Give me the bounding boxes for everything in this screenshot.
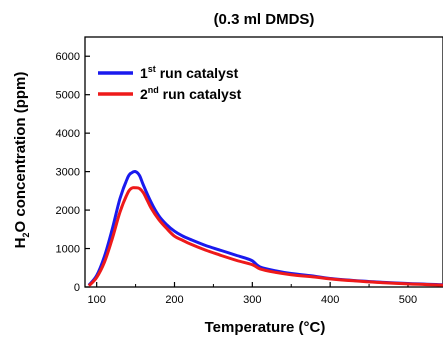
x-axis-title: Temperature (°C) <box>205 319 326 336</box>
x-tick-label: 200 <box>165 294 183 306</box>
x-axis: 100 200 300 400 500 <box>87 282 417 306</box>
y-tick-label: 6000 <box>56 51 80 63</box>
y-axis: 0 1000 2000 3000 4000 5000 6000 <box>56 51 90 294</box>
x-tick-label: 500 <box>399 294 417 306</box>
legend-label-1: 1st run catalyst <box>140 64 239 81</box>
y-tick-label: 1000 <box>56 244 80 256</box>
x-tick-label: 100 <box>87 294 105 306</box>
series-line-1 <box>87 169 443 287</box>
y-tick-label: 5000 <box>56 90 80 102</box>
y-axis-title: H2O concentration (ppm) <box>12 72 31 249</box>
y-tick-label: 4000 <box>56 128 80 140</box>
x-tick-label: 300 <box>243 294 261 306</box>
y-tick-label: 0 <box>74 282 80 294</box>
y-tick-label: 2000 <box>56 205 80 217</box>
plot-frame <box>84 36 443 288</box>
chart-title: (0.3 ml DMDS) <box>214 11 315 28</box>
series-lines <box>87 169 443 287</box>
legend: 1st run catalyst 2nd run catalyst <box>98 64 242 102</box>
x-tick-label: 400 <box>321 294 339 306</box>
legend-label-2: 2nd run catalyst <box>140 85 242 102</box>
y-tick-label: 3000 <box>56 167 80 179</box>
series-line-2 <box>87 186 443 287</box>
